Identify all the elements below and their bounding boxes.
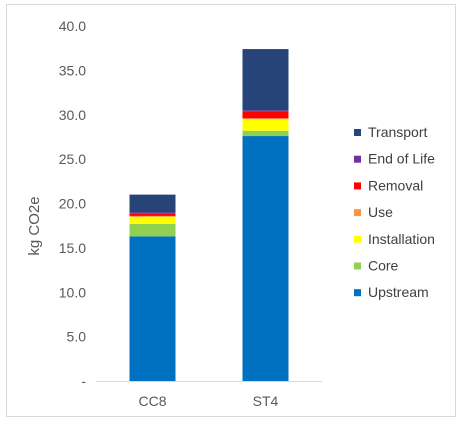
legend-label: Removal: [368, 177, 423, 193]
bar-segment: [129, 212, 176, 214]
legend-swatch: [354, 235, 361, 243]
y-tick-label: 15.0: [59, 240, 86, 256]
bar-segment: [129, 216, 176, 224]
y-tick-label: 35.0: [59, 62, 86, 78]
bar-segment: [242, 49, 289, 111]
bar-segment: [242, 130, 289, 137]
legend-label: Transport: [368, 124, 428, 140]
legend-swatch: [354, 155, 361, 163]
legend-label: Installation: [368, 231, 435, 247]
legend-swatch: [354, 129, 361, 136]
legend-swatch: [354, 289, 361, 297]
legend: Transport End of Life Removal Use Installati…: [354, 124, 435, 300]
legend-label: End of Life: [368, 151, 435, 167]
y-tick-label: 30.0: [59, 107, 86, 123]
legend-label: Upstream: [368, 284, 429, 300]
legend-label: Use: [368, 204, 393, 220]
legend-swatch: [354, 209, 361, 217]
y-axis-title: kg CO2e: [26, 196, 43, 255]
x-tick-label: ST4: [253, 393, 279, 409]
y-tick-label: -: [81, 373, 86, 389]
bar-segment: [129, 223, 176, 237]
legend-label: Core: [368, 258, 399, 274]
y-tick-label: 25.0: [59, 151, 86, 167]
bar-segment: [129, 194, 176, 213]
bar-segment: [242, 118, 289, 120]
chart-frame: [6, 4, 456, 417]
legend-swatch: [354, 262, 361, 270]
bar-segment: [129, 215, 176, 217]
bar-segment: [129, 236, 176, 381]
x-axis-ticks: CC8 ST4: [138, 393, 278, 409]
legend-swatch: [354, 182, 361, 190]
y-axis-ticks: - 5.0 10.0 15.0 20.0 25.0 30.0 35.0 40.0: [59, 18, 87, 389]
bar-segment: [242, 136, 289, 381]
y-tick-label: 5.0: [67, 329, 87, 345]
x-tick-label: CC8: [138, 393, 166, 409]
y-tick-label: 10.0: [59, 284, 86, 300]
bar-segment: [242, 119, 289, 131]
bar-segment: [242, 110, 289, 112]
bar-segment: [242, 111, 289, 119]
bar-segment: [129, 213, 176, 216]
y-tick-label: 20.0: [59, 196, 86, 212]
bars: [129, 49, 289, 381]
y-tick-label: 40.0: [59, 18, 86, 34]
